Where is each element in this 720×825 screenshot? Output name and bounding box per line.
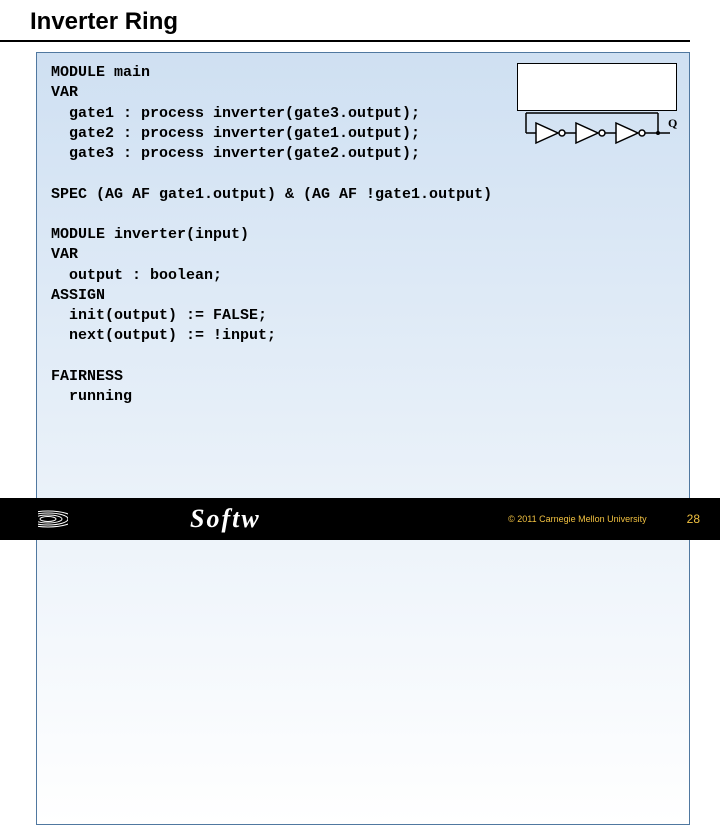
copyright-text: © 2011 Carnegie Mellon University	[508, 514, 687, 524]
code-panel: MODULE main VAR gate1 : process inverter…	[36, 52, 690, 825]
page-title: Inverter Ring	[0, 0, 690, 42]
institute-logo-icon	[0, 498, 110, 540]
inverter-ring-diagram: Q	[517, 63, 677, 111]
diagram-output-label: Q	[668, 116, 677, 130]
page-number: 28	[687, 512, 720, 526]
footer-bar: Softw © 2011 Carnegie Mellon University …	[0, 498, 720, 540]
brand-text: Softw	[190, 504, 261, 534]
inverter-ring-svg: Q	[518, 105, 678, 153]
